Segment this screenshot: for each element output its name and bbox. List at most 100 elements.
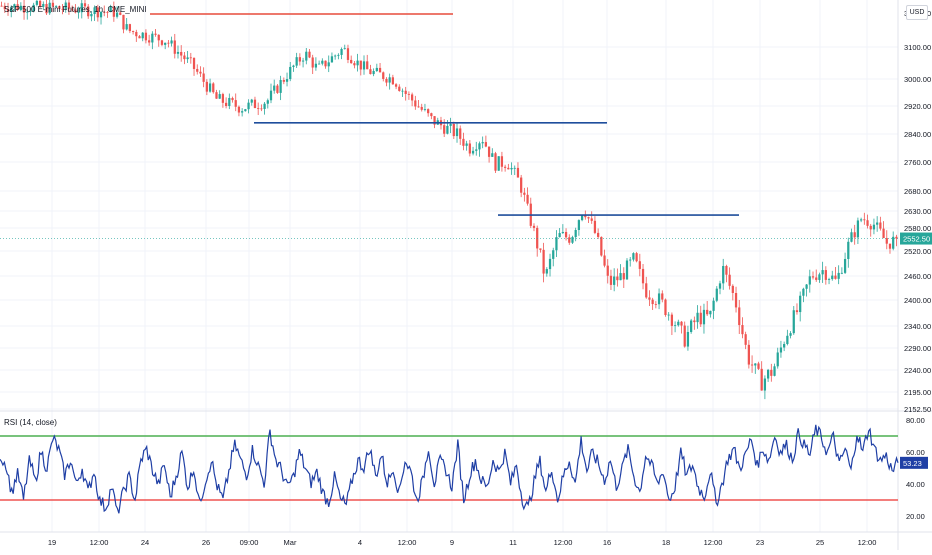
- candle-body: [667, 314, 670, 316]
- candle-body: [180, 51, 183, 56]
- candle-body: [401, 90, 404, 92]
- candle-body: [131, 31, 135, 32]
- candle-body: [600, 236, 603, 256]
- candle-body: [577, 220, 581, 230]
- candle-body: [651, 299, 654, 305]
- time-tick-label: 16: [603, 538, 611, 547]
- candle-body: [513, 167, 516, 169]
- candle-body: [449, 123, 452, 126]
- candle-body: [673, 325, 677, 327]
- candle-body: [789, 333, 792, 336]
- candle-body: [446, 125, 449, 134]
- candle-body: [539, 248, 542, 250]
- candle-body: [792, 310, 795, 334]
- candle-body: [38, 0, 42, 7]
- candle-body: [776, 352, 779, 367]
- candle-body: [750, 364, 754, 366]
- candle-body: [427, 109, 430, 114]
- price-tick-label: 2460.00: [904, 272, 931, 281]
- candle-body: [122, 14, 125, 30]
- candle-body: [760, 368, 763, 391]
- candle-body: [706, 309, 709, 315]
- candle-body: [584, 214, 587, 218]
- candle-body: [808, 276, 811, 285]
- price-tick-label: 2580.00: [904, 224, 931, 233]
- candle-body: [407, 93, 411, 95]
- candle-body: [520, 177, 523, 193]
- candle-body: [818, 274, 821, 280]
- time-tick-label: 12:00: [704, 538, 723, 547]
- price-tick-label: 2290.00: [904, 344, 931, 353]
- candle-body: [378, 67, 382, 73]
- time-tick-label: 23: [756, 538, 764, 547]
- candle-body: [783, 343, 786, 348]
- candle-body: [731, 285, 734, 293]
- price-tick-label: 3100.00: [904, 43, 931, 52]
- candle-body: [244, 109, 247, 112]
- candle-body: [843, 258, 847, 273]
- candle-body: [638, 261, 641, 269]
- drawn-levels[interactable]: [150, 13, 739, 216]
- time-tick-label: 9: [450, 538, 454, 547]
- candle-body: [189, 57, 192, 59]
- candle-body: [356, 60, 359, 66]
- candle-body: [167, 42, 170, 44]
- candle-body: [680, 321, 683, 326]
- candle-body: [224, 102, 228, 107]
- candle-body: [619, 273, 622, 281]
- candle-body: [205, 81, 208, 92]
- price-tick-label: 2520.00: [904, 247, 931, 256]
- candle-body: [744, 334, 747, 345]
- rsi-line: [0, 424, 899, 514]
- candle-body: [699, 312, 702, 325]
- candle-body: [218, 94, 221, 99]
- candlestick-series: [0, 0, 898, 400]
- candle-body: [96, 7, 99, 18]
- candle-body: [48, 2, 51, 14]
- candle-body: [93, 7, 96, 15]
- candle-body: [212, 83, 215, 93]
- candle-body: [465, 143, 468, 146]
- chart-title: S&P 500 E-mini Futures, 1h, CME_MINI: [4, 5, 147, 14]
- candle-body: [741, 325, 744, 335]
- candle-body: [481, 142, 484, 144]
- candle-body: [74, 9, 77, 13]
- candle-body: [228, 97, 231, 107]
- candle-body: [805, 284, 808, 289]
- candle-body: [58, 6, 61, 9]
- candle-body: [827, 279, 831, 280]
- candle-body: [404, 90, 407, 94]
- candle-body: [71, 8, 74, 10]
- price-tick-label: 2840.00: [904, 130, 931, 139]
- candle-body: [231, 97, 234, 101]
- candle-body: [196, 68, 199, 72]
- candle-body: [443, 125, 446, 134]
- candle-body: [199, 71, 202, 74]
- rsi-indicator-label: RSI (14, close): [4, 418, 57, 427]
- candle-body: [372, 70, 375, 75]
- candle-body: [459, 128, 462, 139]
- currency-button[interactable]: USD: [906, 5, 928, 20]
- candle-body: [337, 54, 340, 56]
- candle-body: [151, 33, 154, 43]
- candle-body: [83, 3, 87, 7]
- candle-body: [754, 363, 757, 366]
- candle-body: [350, 59, 353, 64]
- candle-body: [263, 103, 266, 109]
- candle-body: [157, 34, 160, 41]
- candle-body: [394, 84, 398, 87]
- candle-body: [471, 150, 475, 154]
- candle-body: [234, 100, 237, 107]
- candle-body: [19, 5, 22, 10]
- candle-body: [587, 217, 590, 219]
- candle-body: [420, 106, 423, 110]
- candle-body: [487, 146, 491, 157]
- candle-body: [90, 14, 93, 17]
- candle-body: [305, 51, 308, 61]
- candle-body: [484, 142, 488, 147]
- candle-body: [657, 293, 661, 305]
- candle-body: [273, 85, 276, 91]
- candle-body: [866, 220, 869, 226]
